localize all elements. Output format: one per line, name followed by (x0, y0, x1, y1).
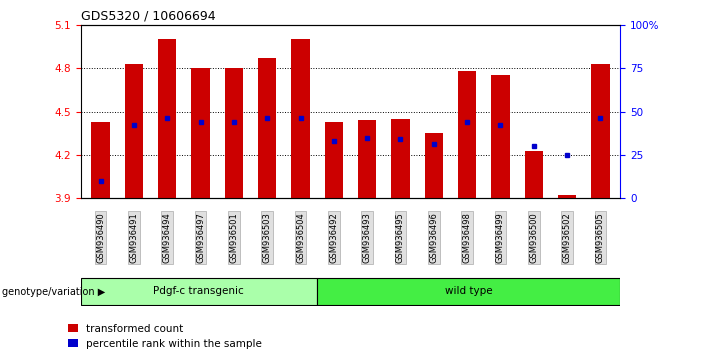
Text: GSM936504: GSM936504 (296, 212, 305, 263)
Text: GSM936493: GSM936493 (362, 212, 372, 263)
Text: GSM936495: GSM936495 (396, 212, 405, 263)
Bar (292, 39, 310, 198)
Bar (258, 58, 276, 198)
Bar (391, 119, 409, 198)
Bar (458, 71, 476, 198)
Text: genotype/variation ▶: genotype/variation ▶ (2, 287, 105, 297)
Text: GSM936501: GSM936501 (229, 212, 238, 263)
Bar (491, 75, 510, 198)
Text: GSM936496: GSM936496 (429, 212, 438, 263)
Bar (191, 68, 210, 198)
Text: GSM936490: GSM936490 (96, 212, 105, 263)
Text: GSM936499: GSM936499 (496, 212, 505, 263)
FancyBboxPatch shape (81, 278, 317, 305)
Text: GSM936497: GSM936497 (196, 212, 205, 263)
Bar (558, 195, 576, 198)
Text: wild type: wild type (444, 286, 492, 296)
Text: GSM936500: GSM936500 (529, 212, 538, 263)
Bar (225, 68, 243, 198)
Text: GDS5320 / 10606694: GDS5320 / 10606694 (81, 9, 215, 22)
Bar (125, 64, 143, 198)
Bar (158, 39, 177, 198)
Bar (325, 122, 343, 198)
Text: GSM936505: GSM936505 (596, 212, 605, 263)
FancyBboxPatch shape (317, 278, 620, 305)
Bar (425, 133, 443, 198)
Text: GSM936492: GSM936492 (329, 212, 339, 263)
Text: GSM936503: GSM936503 (263, 212, 272, 263)
Text: GSM936498: GSM936498 (463, 212, 472, 263)
Text: Pdgf-c transgenic: Pdgf-c transgenic (154, 286, 244, 296)
Bar (524, 150, 543, 198)
Text: GSM936491: GSM936491 (130, 212, 138, 263)
Legend: transformed count, percentile rank within the sample: transformed count, percentile rank withi… (68, 324, 262, 349)
Bar (91, 122, 110, 198)
Text: GSM936502: GSM936502 (563, 212, 571, 263)
Bar (591, 64, 610, 198)
Text: GSM936494: GSM936494 (163, 212, 172, 263)
Bar (358, 120, 376, 198)
